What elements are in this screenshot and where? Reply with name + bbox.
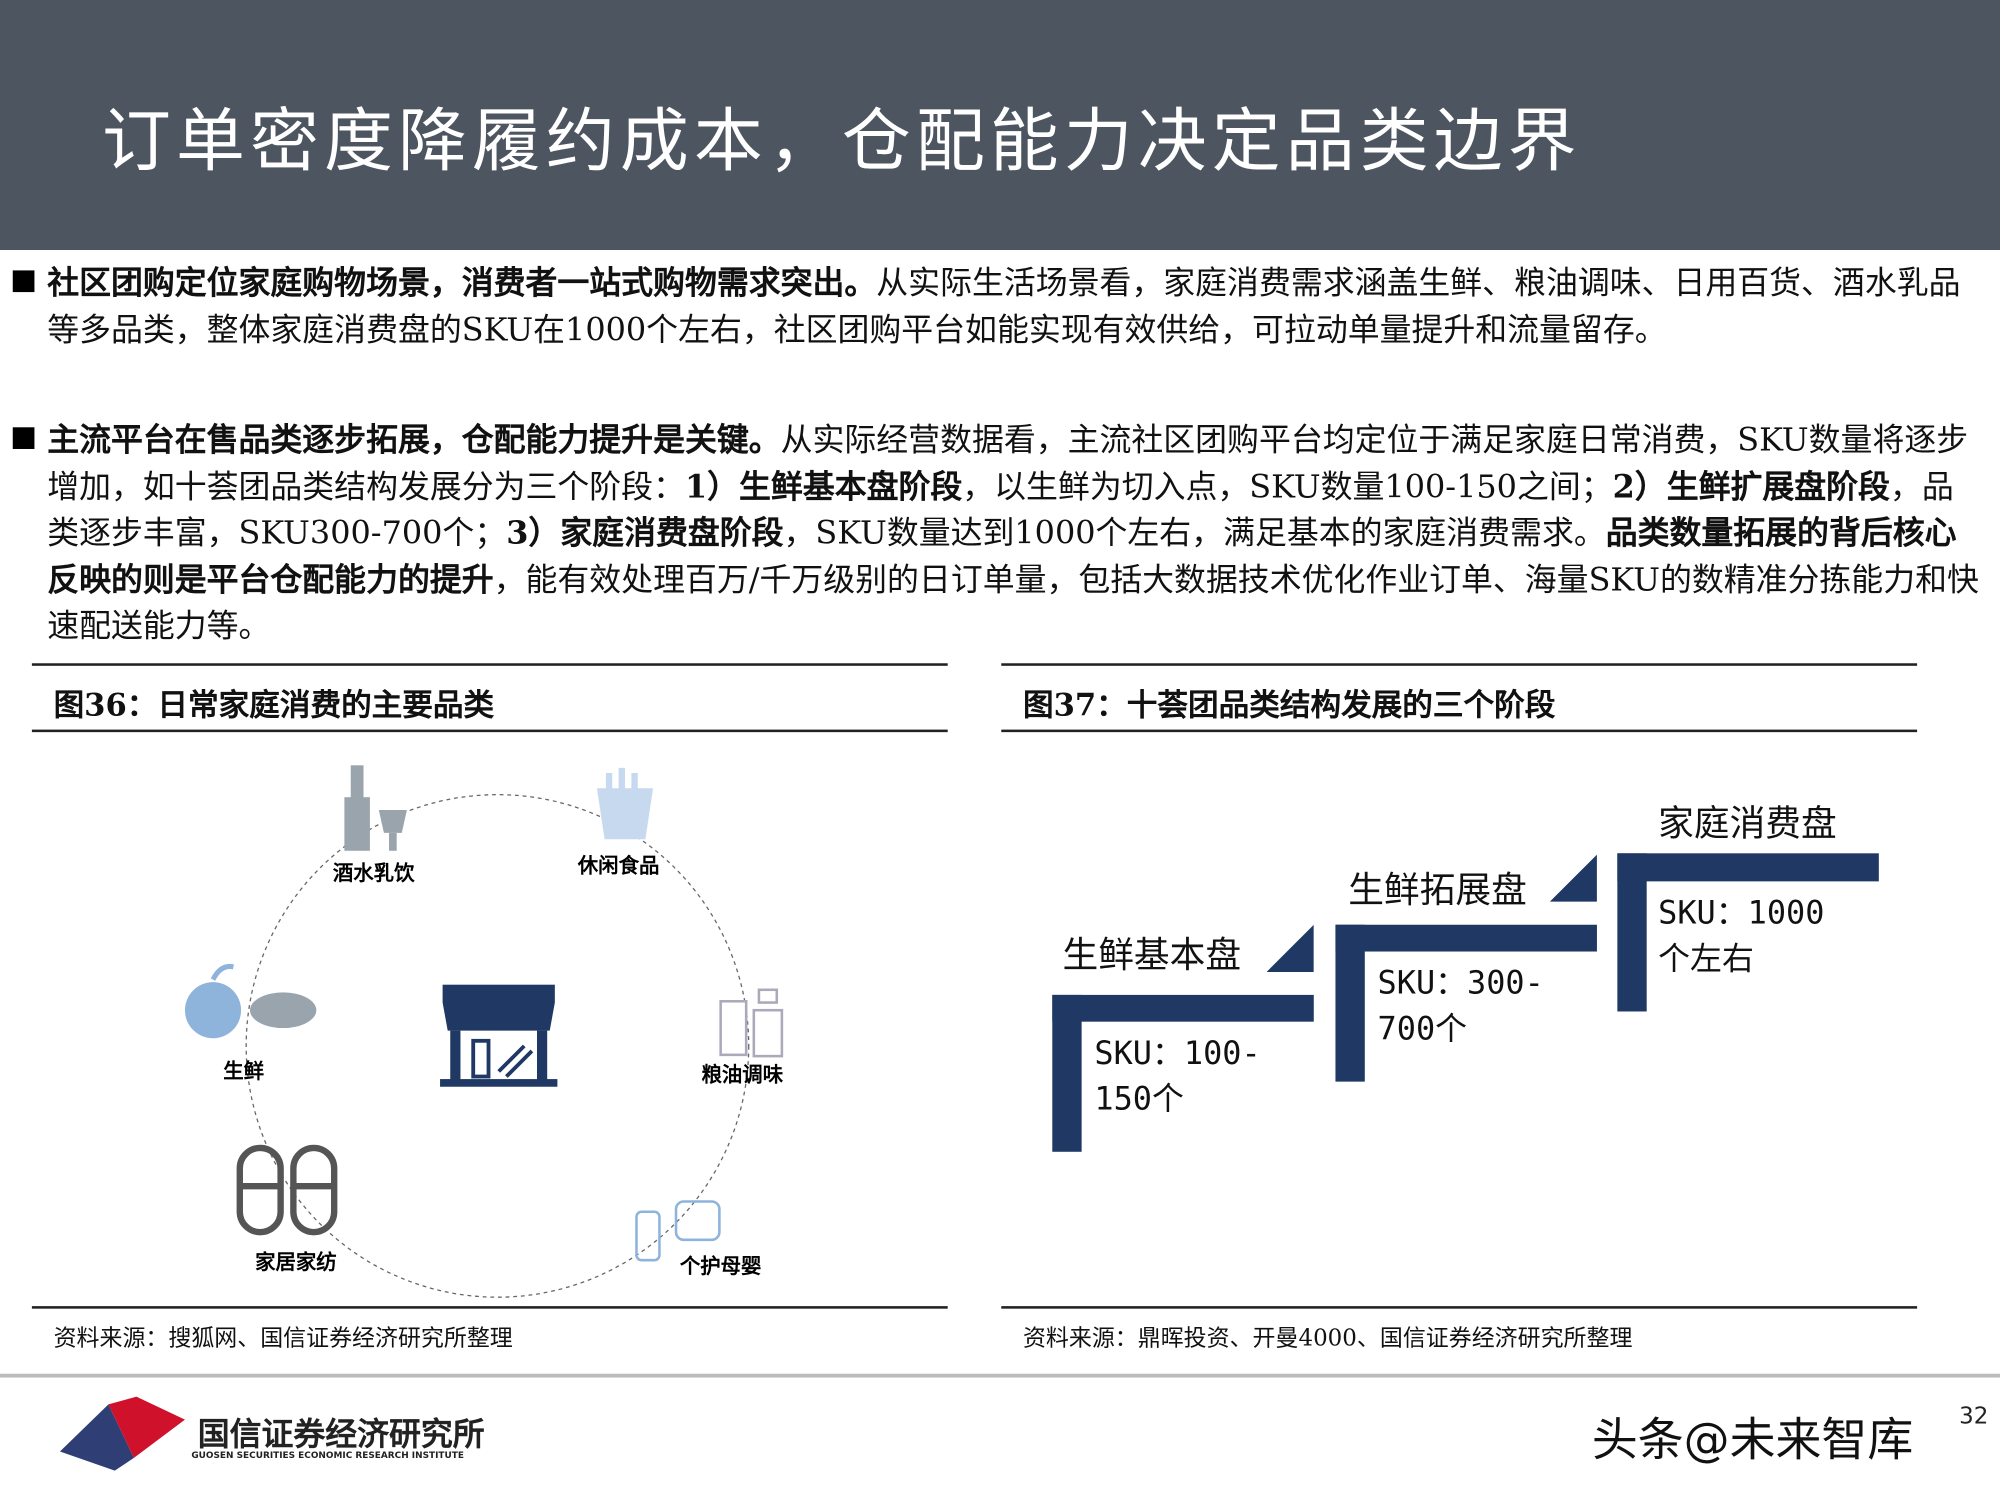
- divider: [31, 1306, 948, 1309]
- stage-step-post: [1617, 853, 1647, 1012]
- stage-step-bar: [1617, 853, 1879, 882]
- stage-step-bar: [1335, 924, 1597, 952]
- fries-icon: [596, 767, 654, 840]
- sku-line: 个左右: [1658, 940, 1754, 978]
- sku-line: SKU：1000: [1658, 894, 1825, 932]
- baby-bottle-icon: [635, 1200, 721, 1262]
- page-title: 订单密度降履约成本，仓配能力决定品类边界: [102, 100, 1582, 182]
- figure36-source: 资料来源：搜狐网、国信证券经济研究所整理: [53, 1325, 513, 1353]
- para-text: 从实际经营数据看，主流社区团购平台均定位于满足家庭日常消费，SKU数量将逐步增加…: [47, 420, 1969, 505]
- footer-divider: [0, 1373, 2000, 1378]
- stage-label: 家庭消费盘: [1658, 802, 1837, 845]
- para-text: ，品类逐步丰富，SKU300-700个；: [47, 467, 1954, 552]
- stage-arrow-icon: [1266, 924, 1314, 972]
- figure36-title: 图36：日常家庭消费的主要品类: [53, 686, 495, 724]
- figure37-source: 资料来源：鼎晖投资、开曼4000、国信证券经济研究所整理: [1022, 1325, 1633, 1353]
- page-number: 32: [1959, 1403, 1989, 1430]
- header-bar: 订单密度降履约成本，仓配能力决定品类边界: [0, 0, 2000, 250]
- bottles-icon: [719, 988, 784, 1058]
- logo-cn: 国信证券经济研究所: [197, 1415, 485, 1453]
- para-bold: 2）生鲜扩展盘阶段: [1612, 467, 1890, 505]
- paragraph-1: 社区团购定位家庭购物场景，消费者一站式购物需求突出。从实际生活场景看，家庭消费需…: [12, 260, 1984, 353]
- sku-line: SKU：100-: [1094, 1034, 1261, 1072]
- category-label: 酒水乳饮: [333, 861, 415, 885]
- apple-crab-icon: [184, 963, 317, 1039]
- sku-line: 700个: [1377, 1010, 1468, 1048]
- stage-label: 生鲜拓展盘: [1348, 868, 1527, 911]
- stage-sku: SKU：1000 个左右: [1658, 890, 1824, 982]
- divider: [31, 663, 948, 666]
- logo-en: GUOSEN SECURITIES ECONOMIC RESEARCH INST…: [191, 1450, 464, 1461]
- para-text: 从实际生活场景看，家庭消费需求涵盖生鲜、粮油调味、日用百货、酒水乳品等多品类，整…: [47, 264, 1961, 348]
- category-label: 休闲食品: [577, 853, 660, 877]
- figure37-title: 图37：十荟团品类结构发展的三个阶段: [1022, 686, 1556, 724]
- bullet-icon: [12, 270, 35, 293]
- sku-line: 150个: [1094, 1080, 1184, 1118]
- wine-bottle-icon: [344, 765, 407, 851]
- stage-step-post: [1335, 924, 1365, 1082]
- stage-label: 生鲜基本盘: [1062, 933, 1242, 976]
- category-diagram: 酒水乳饮 休闲食品 生鲜 粮油调味 家居家纺 个护母婴: [184, 765, 784, 1298]
- category-label: 家居家纺: [255, 1250, 337, 1274]
- para-text: ，SKU数量达到1000个左右，满足基本的家庭消费需求。: [783, 514, 1606, 552]
- storefront-icon: [440, 984, 558, 1087]
- para-bold: 品类数量拓展的背后核心反映的则是平台仓配能力的提升: [47, 514, 1957, 598]
- guosen-logo-icon: [59, 1396, 185, 1471]
- bullet-icon: [12, 427, 35, 449]
- divider: [1001, 663, 1918, 666]
- category-label: 个护母婴: [679, 1254, 762, 1278]
- category-label: 粮油调味: [702, 1063, 784, 1087]
- para-bold: 社区团购定位家庭购物场景，消费者一站式购物需求突出。: [47, 264, 877, 302]
- dashed-circle: [245, 794, 750, 1298]
- stage-step-bar: [1052, 994, 1314, 1022]
- divider: [1001, 729, 1918, 733]
- stage-sku: SKU：300- 700个: [1378, 960, 1544, 1052]
- divider: [1001, 1306, 1918, 1309]
- para-bold: 3）家庭消费盘阶段: [506, 514, 784, 552]
- divider: [31, 729, 948, 733]
- stage-sku: SKU：100- 150个: [1094, 1031, 1260, 1123]
- stage-step-post: [1052, 994, 1082, 1152]
- para-bold: 1）生鲜基本盘阶段: [684, 467, 963, 505]
- stage-arrow-icon: [1549, 854, 1597, 902]
- category-label: 生鲜: [223, 1059, 264, 1083]
- slippers-icon: [236, 1144, 338, 1236]
- watermark: 头条@未来智库: [1591, 1414, 1914, 1467]
- para-text: ，能有效处理百万/千万级别的日订单量，包括大数据技术优化作业订单、海量SKU的数…: [47, 560, 1979, 645]
- para-text: ，以生鲜为切入点，SKU数量100-150之间；: [962, 467, 1613, 505]
- paragraph-2: 主流平台在售品类逐步拓展，仓配能力提升是关键。从实际经营数据看，主流社区团购平台…: [12, 417, 1984, 650]
- sku-line: SKU：300-: [1377, 964, 1544, 1002]
- para-bold: 主流平台在售品类逐步拓展，仓配能力提升是关键。: [47, 420, 781, 458]
